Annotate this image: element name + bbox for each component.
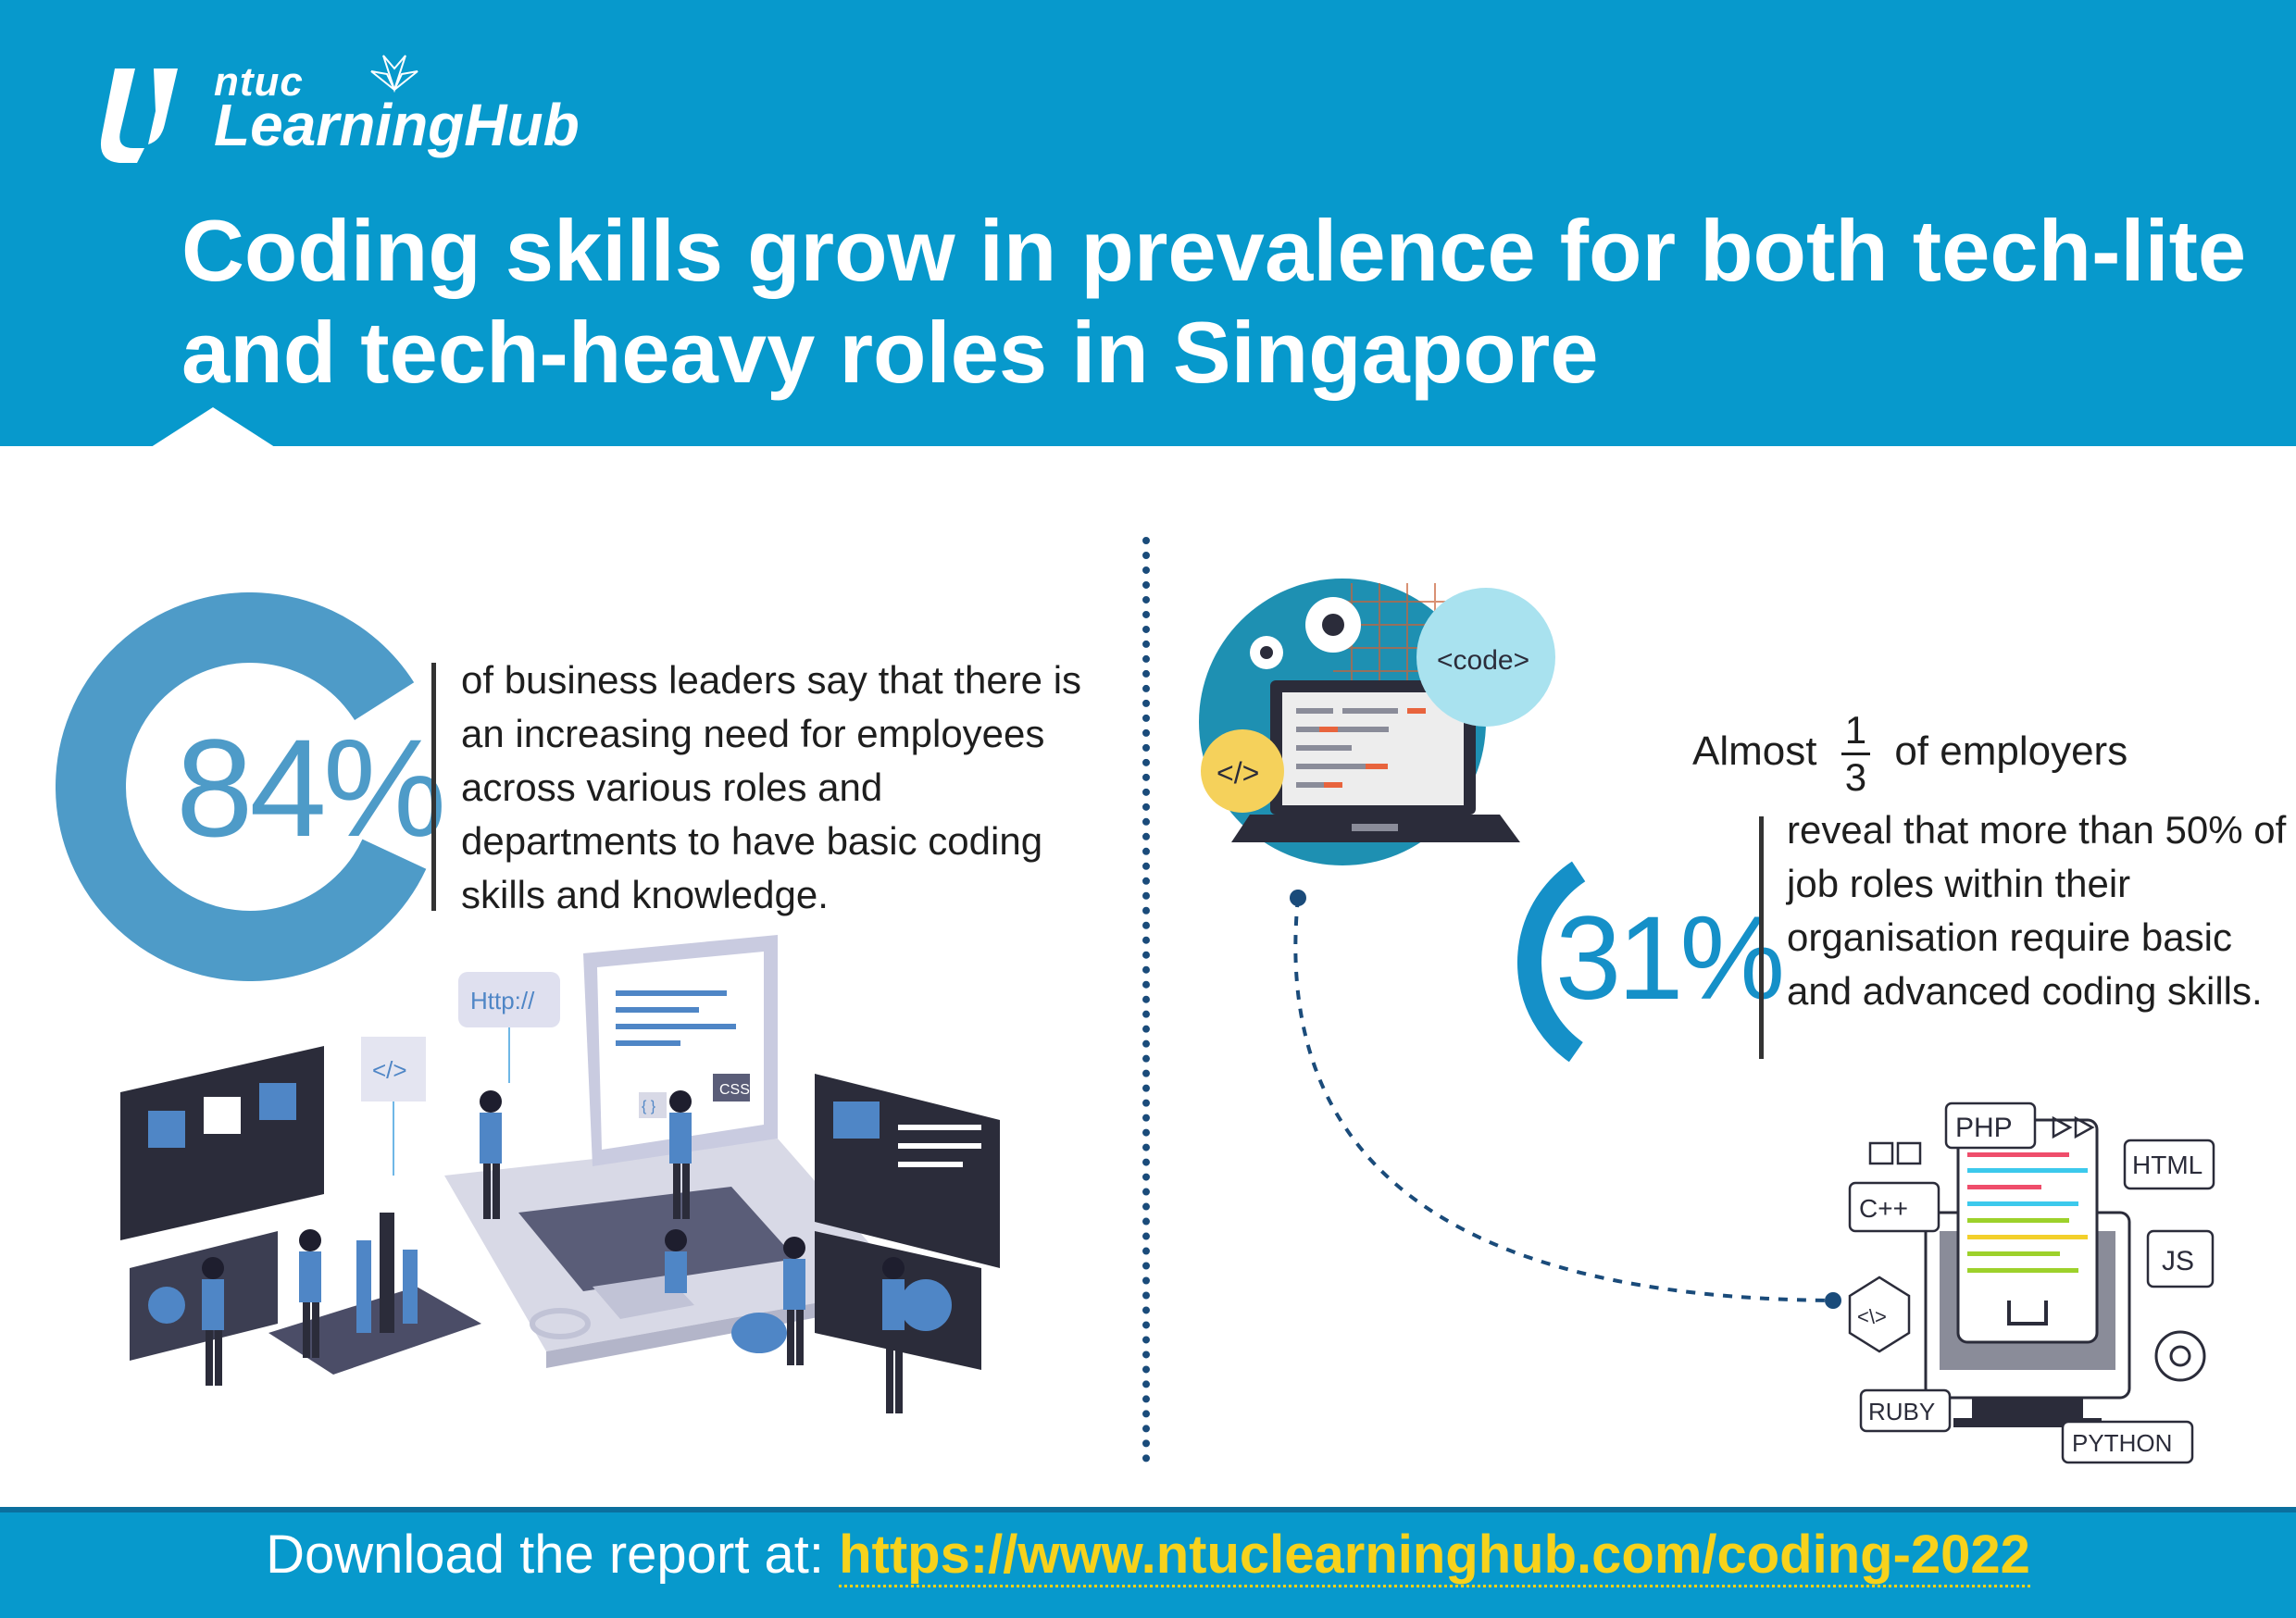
label-js: JS bbox=[2162, 1246, 2194, 1276]
logo-u-icon bbox=[100, 68, 178, 163]
code-symbol: <\> bbox=[1857, 1305, 1887, 1328]
fraction-one-third: 1 3 bbox=[1841, 708, 1871, 800]
stat-31-intro: Almost 1 3 of employers bbox=[1692, 708, 2128, 800]
team-coding-illustration: CSS { } Http:// </> bbox=[120, 935, 1000, 1413]
progress-ring-31 bbox=[1517, 841, 1760, 1084]
fraction-denominator: 3 bbox=[1844, 755, 1867, 799]
footer-banner bbox=[0, 1512, 2296, 1618]
slash-tag: </> bbox=[372, 1056, 407, 1084]
label-html: HTML bbox=[2132, 1151, 2202, 1179]
page-title: Coding skills grow in prevalence for bot… bbox=[181, 202, 2247, 401]
label-cpp: C++ bbox=[1859, 1194, 1908, 1223]
http-label: Http:// bbox=[470, 987, 535, 1014]
label-python: PYTHON bbox=[2072, 1429, 2172, 1457]
gear-icon bbox=[1250, 597, 1361, 669]
progress-ring-84 bbox=[56, 592, 444, 981]
stat-84-bar bbox=[431, 663, 436, 911]
header-notch bbox=[148, 407, 278, 449]
connector-curve bbox=[1290, 890, 1841, 1309]
settings-gear-icon bbox=[2154, 1330, 2206, 1382]
report-link[interactable]: https://www.ntuclearninghub.com/coding-2… bbox=[839, 1525, 2030, 1587]
column-divider bbox=[1142, 537, 1150, 1462]
stat-84-description: of business leaders say that there is an… bbox=[461, 658, 1082, 916]
label-php: PHP bbox=[1955, 1113, 2013, 1143]
fraction-numerator: 1 bbox=[1841, 708, 1871, 755]
footer-download: Download the report at: https://www.ntuc… bbox=[0, 1524, 2296, 1587]
brand-logo: ntuc LearningHub bbox=[89, 52, 607, 172]
code-tag: <code> bbox=[1437, 645, 1529, 676]
stat-31-value: 31% bbox=[1555, 892, 1785, 1025]
footer-rule bbox=[0, 1507, 2296, 1512]
stat-84-value: 84% bbox=[176, 710, 446, 865]
stat-31-description: reveal that more than 50% of job roles w… bbox=[1787, 808, 2287, 1013]
intro-prefix: Almost bbox=[1692, 728, 1817, 775]
coding-languages-illustration: PHP HTML C++ JS RUBY PYTHON <\> bbox=[1848, 1101, 2215, 1464]
footer-prefix: Download the report at: bbox=[266, 1525, 824, 1585]
brand-ntuc: ntuc bbox=[214, 59, 304, 105]
label-ruby: RUBY bbox=[1868, 1398, 1935, 1425]
css-label: CSS bbox=[719, 1082, 750, 1098]
intro-suffix: of employers bbox=[1894, 728, 2128, 775]
stat-31-bar bbox=[1759, 816, 1764, 1059]
laptop-code-illustration: <code> </> bbox=[1199, 579, 1555, 865]
logo-lotus-icon bbox=[370, 55, 418, 93]
brace-tag: { } bbox=[642, 1099, 656, 1114]
html-tag: </> bbox=[1217, 756, 1259, 790]
brand-learninghub: LearningHub bbox=[214, 92, 580, 158]
header-banner bbox=[0, 0, 2296, 446]
